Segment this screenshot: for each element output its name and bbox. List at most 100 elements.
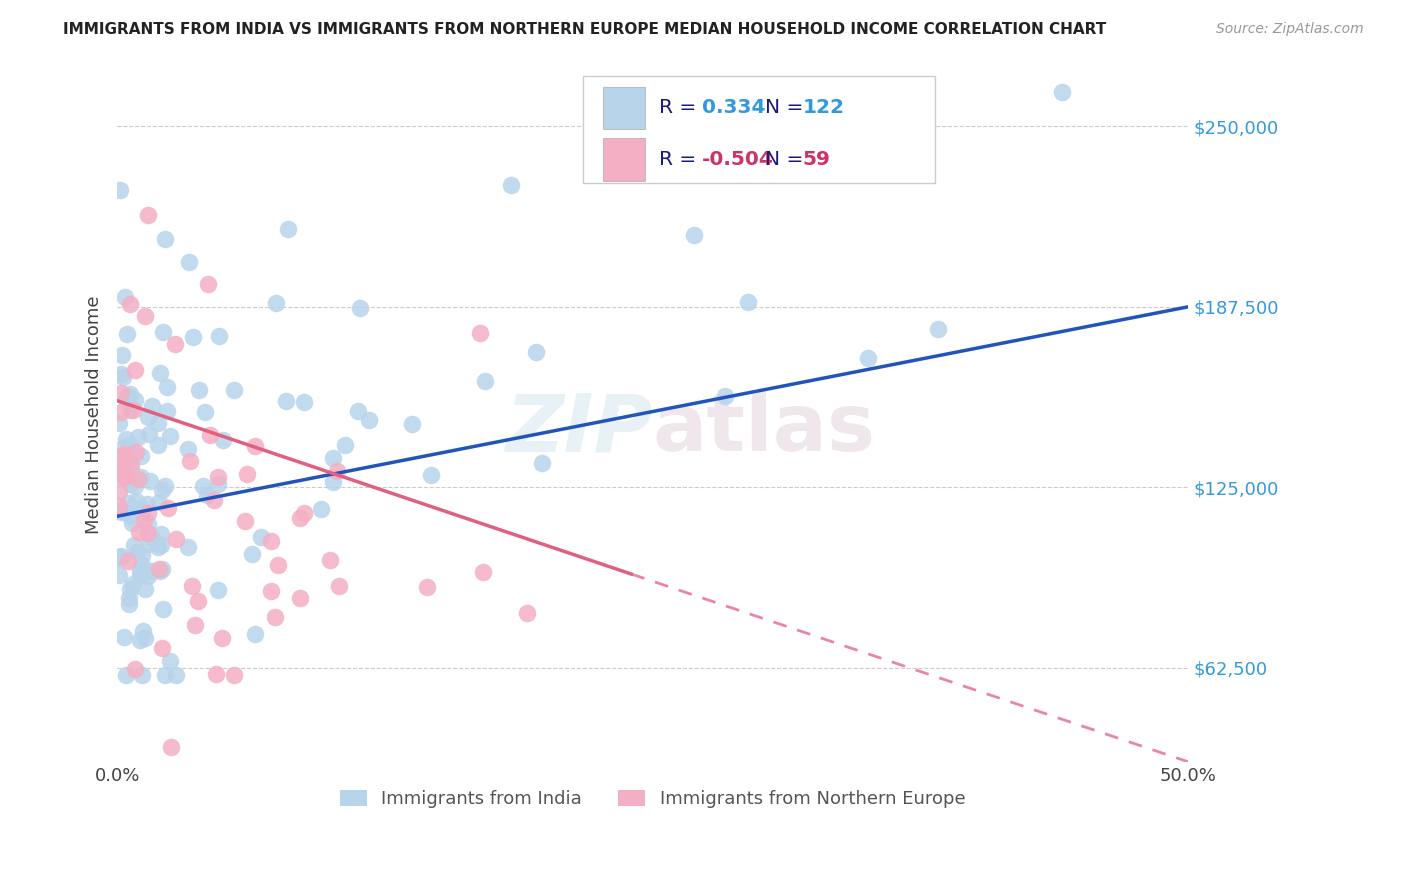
Point: [177, 541, 200, 555]
Point: [181, 330, 204, 344]
Point: [156, 379, 179, 393]
Point: [110, 505, 132, 519]
Point: [149, 527, 172, 541]
Text: 59: 59: [803, 150, 831, 169]
Point: [118, 438, 141, 452]
Point: [146, 438, 169, 452]
Point: [149, 564, 172, 578]
Point: [114, 668, 136, 682]
Point: [160, 740, 183, 755]
Point: [136, 569, 159, 583]
Point: [193, 478, 215, 492]
Point: [322, 475, 344, 490]
Point: [531, 456, 554, 470]
Point: [110, 367, 132, 381]
Point: [322, 451, 344, 466]
Point: [118, 297, 141, 311]
Point: [165, 532, 187, 546]
Point: [138, 209, 160, 223]
Point: [125, 444, 148, 458]
Point: [153, 232, 176, 246]
Point: [129, 470, 152, 484]
Point: [117, 496, 139, 510]
Point: [357, 413, 380, 427]
Point: [211, 631, 233, 645]
Point: [205, 667, 228, 681]
Point: [117, 554, 139, 568]
Point: [187, 594, 209, 608]
Point: [141, 399, 163, 413]
Point: [150, 538, 173, 552]
Text: atlas: atlas: [652, 390, 876, 468]
Point: [179, 254, 201, 268]
Point: [118, 403, 141, 417]
Point: [159, 654, 181, 668]
Point: [124, 392, 146, 407]
Point: [243, 627, 266, 641]
Point: [420, 467, 443, 482]
Point: [179, 454, 201, 468]
Point: [138, 537, 160, 551]
Point: [150, 483, 173, 498]
Point: [149, 366, 172, 380]
Point: [136, 525, 159, 540]
Point: [148, 562, 170, 576]
Point: [195, 488, 218, 502]
Point: [134, 309, 156, 323]
Point: [118, 582, 141, 597]
Point: [136, 410, 159, 425]
Point: [349, 301, 371, 315]
Point: [468, 326, 491, 341]
Point: [207, 582, 229, 597]
Text: Source: ZipAtlas.com: Source: ZipAtlas.com: [1216, 22, 1364, 37]
Point: [474, 374, 496, 388]
Point: [138, 426, 160, 441]
Point: [165, 668, 187, 682]
Point: [122, 577, 145, 591]
Point: [159, 429, 181, 443]
Point: [276, 394, 298, 409]
Point: [264, 609, 287, 624]
Point: [121, 516, 143, 531]
Legend: Immigrants from India, Immigrants from Northern Europe: Immigrants from India, Immigrants from N…: [333, 782, 973, 815]
Point: [146, 417, 169, 431]
Point: [108, 483, 131, 498]
Point: [277, 222, 299, 236]
Point: [112, 440, 135, 454]
Point: [115, 471, 138, 485]
Point: [129, 501, 152, 516]
Point: [212, 433, 235, 447]
Point: [471, 565, 494, 579]
Point: [136, 497, 159, 511]
Point: [207, 476, 229, 491]
Point: [127, 429, 149, 443]
Point: [131, 548, 153, 562]
Point: [236, 467, 259, 481]
Point: [108, 416, 131, 430]
Point: [1052, 85, 1074, 99]
Point: [259, 533, 281, 548]
Point: [108, 500, 131, 514]
Point: [118, 591, 141, 605]
Point: [118, 597, 141, 611]
Point: [139, 474, 162, 488]
Text: R =: R =: [659, 98, 703, 118]
Point: [128, 524, 150, 539]
Point: [516, 606, 538, 620]
Point: [108, 551, 131, 566]
Point: [202, 493, 225, 508]
Point: [224, 668, 246, 682]
Text: N =: N =: [765, 150, 810, 169]
Point: [290, 510, 312, 524]
Point: [856, 351, 879, 365]
Text: N =: N =: [765, 98, 810, 118]
Point: [136, 517, 159, 532]
Point: [112, 469, 135, 483]
Point: [111, 348, 134, 362]
Point: [682, 228, 704, 243]
Point: [112, 630, 135, 644]
Point: [108, 504, 131, 518]
Point: [176, 442, 198, 457]
Text: IMMIGRANTS FROM INDIA VS IMMIGRANTS FROM NORTHERN EUROPE MEDIAN HOUSEHOLD INCOME: IMMIGRANTS FROM INDIA VS IMMIGRANTS FROM…: [63, 22, 1107, 37]
Point: [115, 389, 138, 403]
